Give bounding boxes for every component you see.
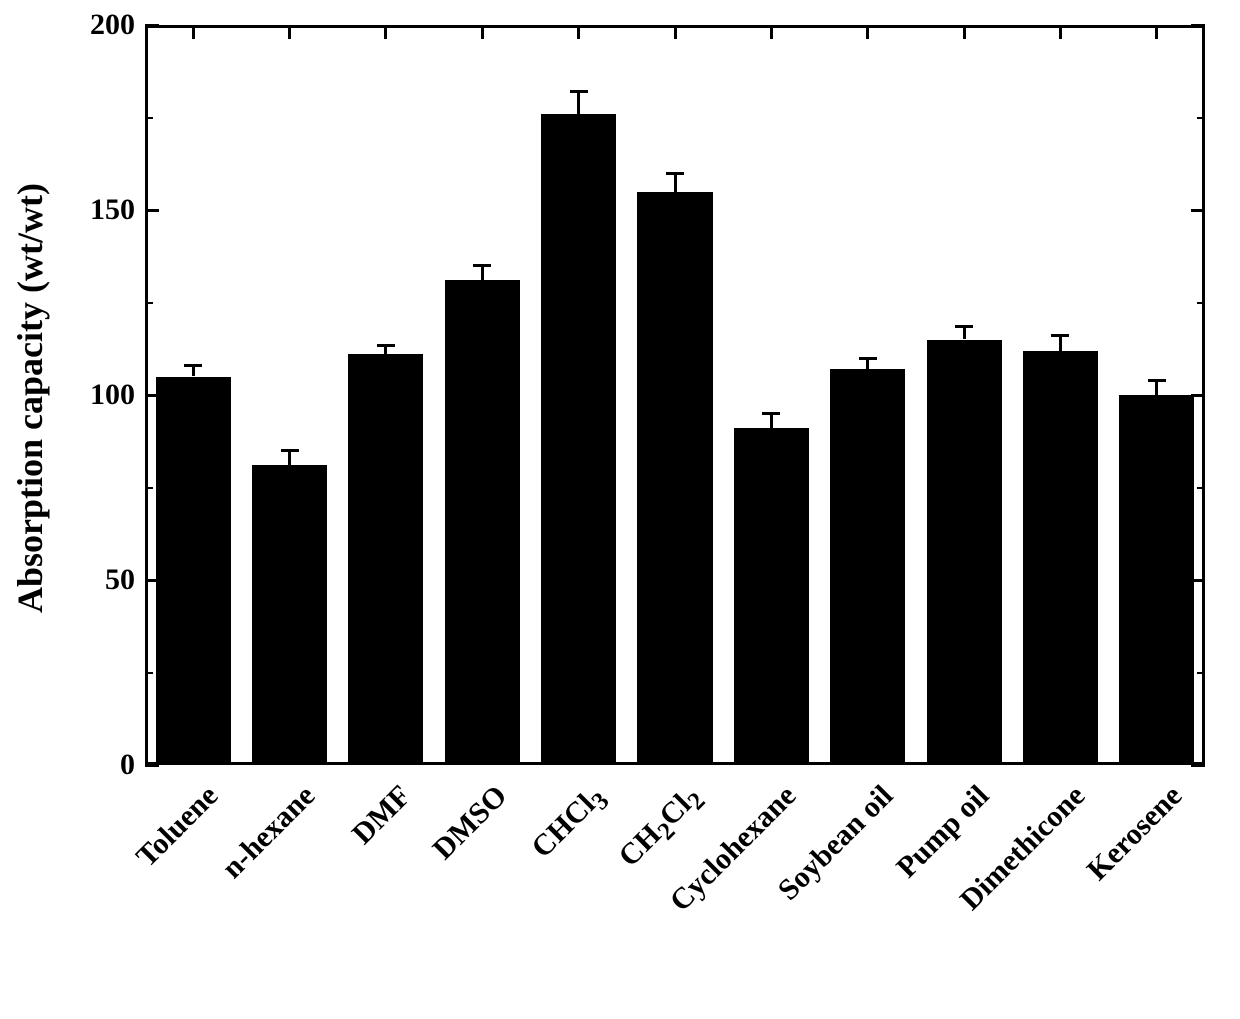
y-axis-label: Absorption capacity (wt/wt)	[9, 28, 51, 768]
bar	[541, 114, 616, 765]
x-major-tick	[866, 751, 869, 765]
x-major-tick	[192, 751, 195, 765]
bar	[637, 192, 712, 766]
y-major-tick	[1191, 209, 1205, 212]
y-tick-label: 200	[55, 8, 135, 42]
x-major-tick	[1059, 751, 1062, 765]
x-major-tick	[192, 25, 195, 39]
error-bar-stem	[1059, 336, 1062, 351]
error-bar-stem	[288, 451, 291, 466]
error-bar-cap	[570, 90, 588, 93]
y-major-tick	[1191, 24, 1205, 27]
bar	[734, 428, 809, 765]
error-bar-cap	[184, 364, 202, 367]
x-major-tick	[770, 25, 773, 39]
error-bar-stem	[674, 173, 677, 192]
error-bar-cap	[1148, 379, 1166, 382]
y-tick-label: 150	[55, 193, 135, 227]
x-major-tick	[1059, 25, 1062, 39]
error-bar-stem	[866, 358, 869, 369]
x-major-tick	[674, 751, 677, 765]
error-bar-stem	[770, 414, 773, 429]
y-minor-tick	[1197, 487, 1205, 489]
error-bar-cap	[281, 449, 299, 452]
error-bar-cap	[1051, 334, 1069, 337]
error-bar-stem	[481, 266, 484, 281]
y-major-tick	[145, 209, 159, 212]
error-bar-stem	[963, 327, 966, 340]
x-major-tick	[384, 751, 387, 765]
error-bar-cap	[859, 357, 877, 360]
chart-container: Absorption capacity (wt/wt) 0 50 100 150 200…	[0, 0, 1240, 1007]
error-bar-cap	[666, 172, 684, 175]
y-minor-tick	[1197, 302, 1205, 304]
x-major-tick	[1155, 751, 1158, 765]
bar	[348, 354, 423, 765]
bar	[445, 280, 520, 765]
error-bar-stem	[1155, 380, 1158, 395]
x-major-tick	[866, 25, 869, 39]
bar	[1119, 395, 1194, 765]
x-major-tick	[481, 751, 484, 765]
x-major-tick	[288, 25, 291, 39]
x-major-tick	[963, 25, 966, 39]
x-major-tick	[674, 25, 677, 39]
y-major-tick	[145, 24, 159, 27]
error-bar-cap	[955, 325, 973, 328]
x-major-tick	[770, 751, 773, 765]
bar	[1023, 351, 1098, 765]
error-bar-stem	[577, 92, 580, 114]
x-major-tick	[577, 25, 580, 39]
x-major-tick	[1155, 25, 1158, 39]
error-bar-stem	[192, 365, 195, 376]
x-major-tick	[384, 25, 387, 39]
y-minor-tick	[145, 672, 153, 674]
error-bar-cap	[377, 344, 395, 347]
y-tick-label: 100	[55, 378, 135, 412]
x-major-tick	[288, 751, 291, 765]
error-bar-cap	[762, 412, 780, 415]
x-major-tick	[577, 751, 580, 765]
bar	[252, 465, 327, 765]
bar	[927, 340, 1002, 766]
bar	[830, 369, 905, 765]
y-minor-tick	[1197, 672, 1205, 674]
y-minor-tick	[145, 117, 153, 119]
y-minor-tick	[145, 487, 153, 489]
y-tick-label: 50	[55, 563, 135, 597]
y-tick-label: 0	[55, 748, 135, 782]
y-minor-tick	[145, 302, 153, 304]
bar	[156, 377, 231, 766]
error-bar-cap	[473, 264, 491, 267]
x-major-tick	[481, 25, 484, 39]
y-minor-tick	[1197, 117, 1205, 119]
x-major-tick	[963, 751, 966, 765]
